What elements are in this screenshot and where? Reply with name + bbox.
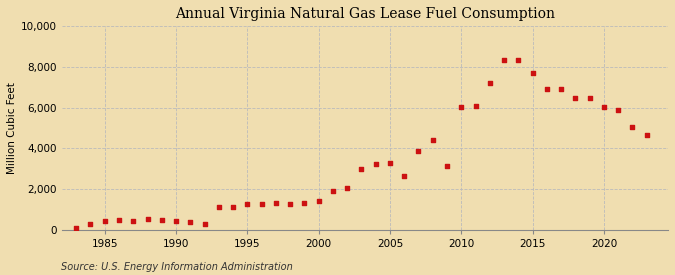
Point bbox=[142, 217, 153, 221]
Point bbox=[427, 138, 438, 142]
Point bbox=[585, 95, 595, 100]
Point bbox=[128, 219, 138, 223]
Point bbox=[541, 87, 552, 92]
Point bbox=[71, 226, 82, 230]
Point bbox=[356, 167, 367, 171]
Point bbox=[157, 218, 167, 222]
Point bbox=[171, 219, 182, 223]
Point bbox=[213, 205, 224, 210]
Point bbox=[342, 186, 352, 190]
Point bbox=[113, 218, 124, 222]
Point bbox=[271, 201, 281, 205]
Text: Source: U.S. Energy Information Administration: Source: U.S. Energy Information Administ… bbox=[61, 262, 292, 272]
Point bbox=[285, 202, 296, 206]
Point bbox=[599, 104, 610, 109]
Point bbox=[371, 161, 381, 166]
Point bbox=[85, 222, 96, 226]
Point bbox=[242, 202, 252, 206]
Point bbox=[627, 125, 638, 129]
Point bbox=[327, 189, 338, 193]
Point bbox=[613, 108, 624, 112]
Point bbox=[513, 58, 524, 62]
Point bbox=[185, 220, 196, 224]
Point bbox=[413, 149, 424, 154]
Point bbox=[527, 71, 538, 75]
Y-axis label: Million Cubic Feet: Million Cubic Feet bbox=[7, 82, 17, 174]
Point bbox=[99, 219, 110, 223]
Point bbox=[313, 199, 324, 203]
Point bbox=[485, 81, 495, 86]
Point bbox=[227, 205, 238, 209]
Title: Annual Virginia Natural Gas Lease Fuel Consumption: Annual Virginia Natural Gas Lease Fuel C… bbox=[175, 7, 555, 21]
Point bbox=[385, 160, 396, 165]
Point bbox=[299, 201, 310, 205]
Point bbox=[399, 174, 410, 178]
Point bbox=[256, 202, 267, 206]
Point bbox=[556, 87, 566, 92]
Point bbox=[641, 133, 652, 137]
Point bbox=[470, 103, 481, 108]
Point bbox=[441, 163, 452, 168]
Point bbox=[570, 95, 580, 100]
Point bbox=[499, 58, 510, 62]
Point bbox=[456, 104, 466, 109]
Point bbox=[199, 222, 210, 227]
